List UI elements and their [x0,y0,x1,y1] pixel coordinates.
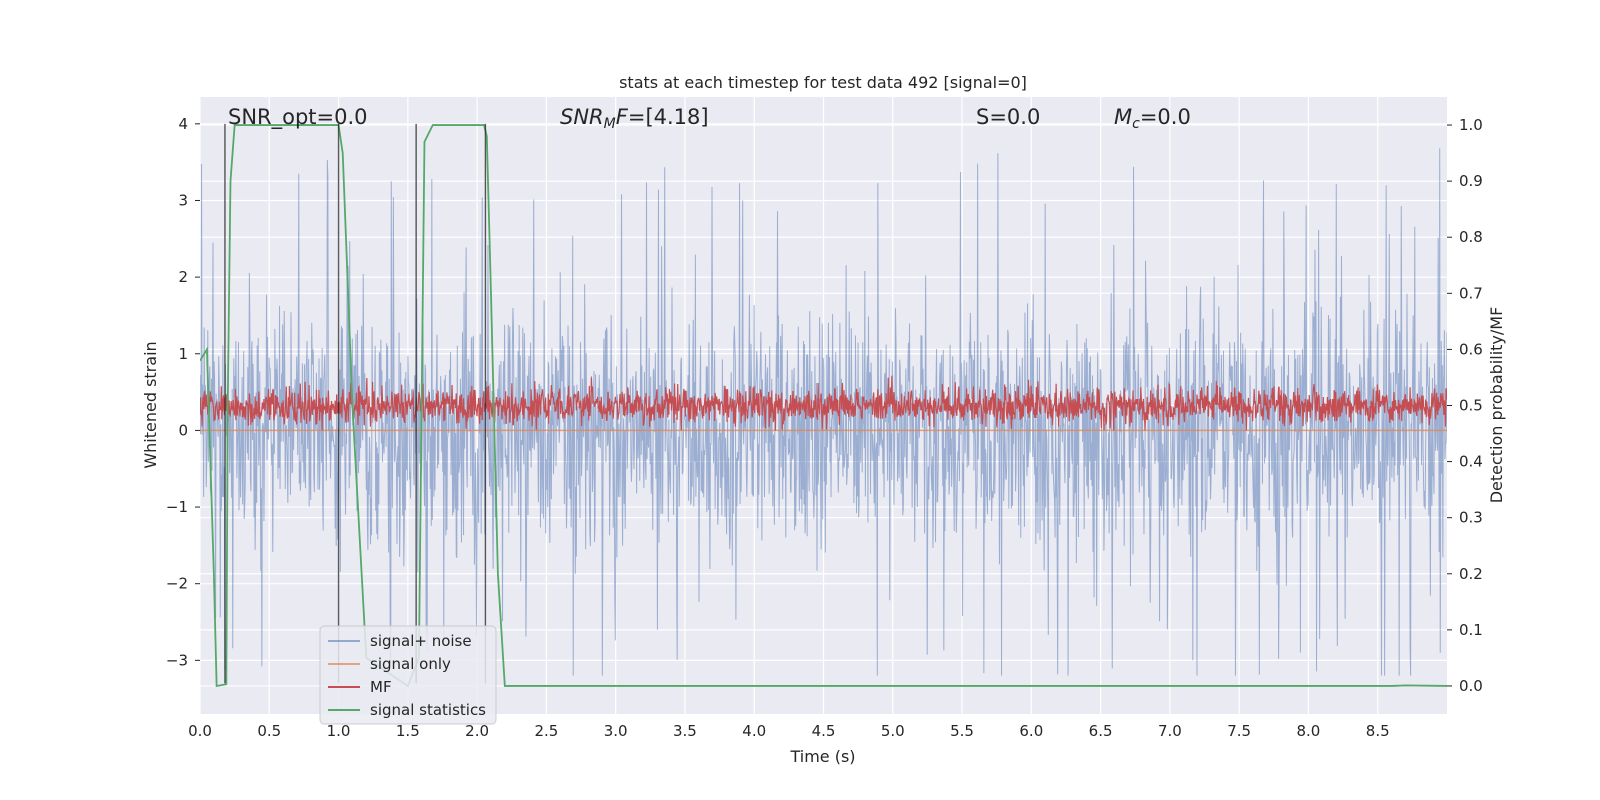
x-tick-label: 5.0 [881,722,905,740]
legend-label-signal-noise: signal+ noise [370,632,472,650]
y-tick-label: −2 [166,575,188,593]
x-tick-label: 4.5 [812,722,836,740]
y-tick-label: 1 [178,345,188,363]
x-tick-label: 5.5 [950,722,974,740]
y2-tick-label: 0.8 [1459,228,1483,246]
x-axis-label: Time (s) [789,747,855,766]
annotation-mc: Mc=0.0 [1114,105,1191,132]
x-tick-label: 7.0 [1158,722,1182,740]
y-tick-label: −1 [166,498,188,516]
y-tick-label: 2 [178,268,188,286]
x-tick-label: 1.0 [327,722,351,740]
y2-tick-label: 0.0 [1459,677,1483,695]
x-tick-label: 0.5 [257,722,281,740]
series-mf [200,375,1447,431]
annotation-snr-mf-value: [4.18] [645,105,708,129]
x-tick-label: 7.5 [1227,722,1251,740]
legend-box [319,625,497,725]
y2-tick-label: 0.3 [1459,509,1483,527]
x-tick-label: 0.0 [188,722,212,740]
legend-label-signal-only: signal only [370,655,451,673]
annotation-snr-mf: SNRMF=[4.18] [560,105,709,132]
x-tick-label: 6.0 [1019,722,1043,740]
y2-tick-label: 1.0 [1459,116,1483,134]
series-signal-noise [200,148,1447,676]
y2-tick-label: 0.4 [1459,453,1483,471]
vertical-markers [224,123,487,684]
legend: signal+ noise signal only MF signal stat… [319,625,497,725]
y2-axis-ticks: 0.0 0.1 0.2 0.3 0.4 0.5 0.6 0.7 0.8 0.9 1.0 [1447,116,1483,695]
x-tick-label: 3.5 [673,722,697,740]
y-axis-label: Whitened strain [141,341,160,468]
annotation-s: S=0.0 [976,105,1040,129]
y2-tick-label: 0.6 [1459,340,1483,358]
x-tick-label: 3.0 [604,722,628,740]
annotation-snr-opt: SNR_opt=0.0 [228,105,368,130]
y2-tick-label: 0.5 [1459,397,1483,415]
x-tick-label: 2.0 [465,722,489,740]
annotation-mc-value: =0.0 [1140,105,1191,129]
x-tick-label: 8.0 [1297,722,1321,740]
y2-tick-label: 0.9 [1459,172,1483,190]
x-tick-label: 1.5 [396,722,420,740]
legend-label-signal-statistics: signal statistics [370,701,486,719]
y-tick-label: 3 [178,191,188,209]
y2-axis-label: Detection probability/MF [1487,307,1506,504]
y-tick-label: 0 [178,421,188,439]
legend-label-mf: MF [370,678,392,696]
y-tick-label: 4 [178,115,188,133]
x-tick-label: 2.5 [534,722,558,740]
y-axis-ticks: −3 −2 −1 0 1 2 3 4 [166,115,200,669]
x-tick-label: 8.5 [1366,722,1390,740]
y2-tick-label: 0.7 [1459,284,1483,302]
y2-tick-label: 0.1 [1459,621,1483,639]
y2-tick-label: 0.2 [1459,565,1483,583]
x-tick-label: 4.0 [742,722,766,740]
chart-title: stats at each timestep for test data 492… [619,73,1027,92]
x-tick-label: 6.5 [1089,722,1113,740]
y-tick-label: −3 [166,651,188,669]
x-axis-ticks: 0.0 0.5 1.0 1.5 2.0 2.5 3.0 3.5 4.0 4.5 5.0 5.5 6.0 6… [188,722,1390,740]
